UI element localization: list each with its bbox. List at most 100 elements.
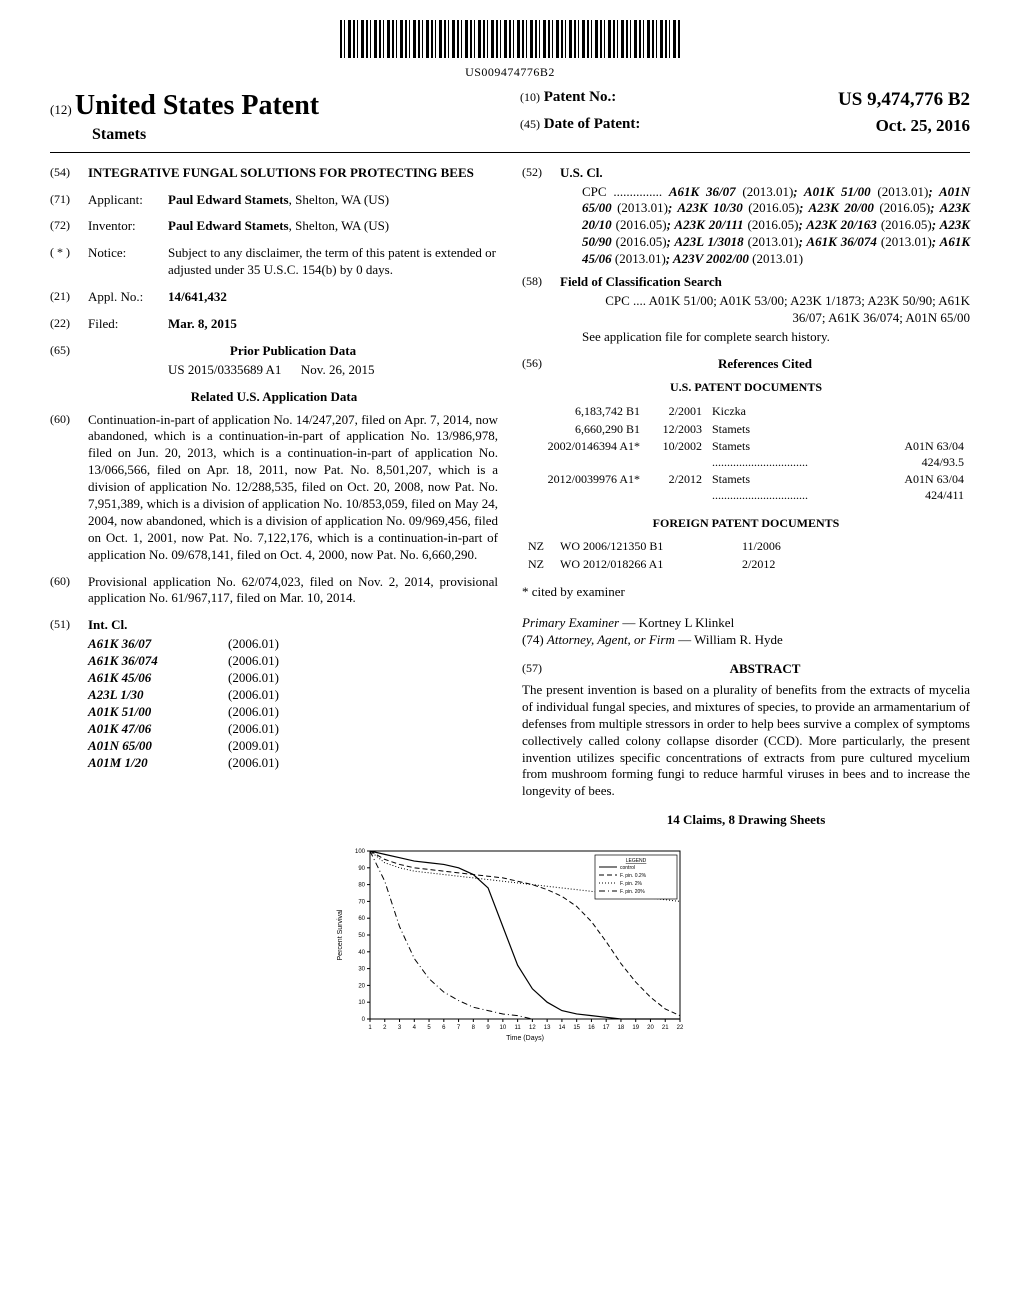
- abstract-text: The present invention is based on a plur…: [522, 682, 970, 800]
- foreign-docs-table: NZWO 2006/121350 B111/2006 NZWO 2012/0182…: [522, 537, 970, 574]
- svg-text:17: 17: [603, 1025, 610, 1031]
- svg-text:8: 8: [472, 1025, 476, 1031]
- header-left: (12) United States Patent Stamets: [50, 88, 500, 145]
- date-label: Date of Patent:: [544, 116, 641, 132]
- intcl-row: A01K 51/00(2006.01): [88, 704, 498, 721]
- svg-text:1: 1: [368, 1025, 372, 1031]
- uscl-code: (52): [522, 165, 560, 182]
- appl-value: 14/641,432: [168, 289, 498, 306]
- provisional-code: (60): [50, 574, 88, 608]
- inventor-value: Paul Edward Stamets, Shelton, WA (US): [168, 218, 498, 235]
- svg-text:90: 90: [358, 866, 365, 872]
- prior-pub-value: US 2015/0335689 A1 Nov. 26, 2015: [168, 362, 498, 379]
- intcl-code-value: A61K 45/06: [88, 670, 228, 687]
- svg-text:Time (Days): Time (Days): [506, 1035, 544, 1042]
- svg-text:80: 80: [358, 883, 365, 889]
- field-note: See application file for complete search…: [582, 329, 970, 346]
- refs-heading: References Cited: [560, 356, 970, 373]
- foreign-doc-row: NZWO 2006/121350 B111/2006: [524, 539, 968, 555]
- continuation-code: (60): [50, 412, 88, 564]
- intcl-year: (2006.01): [228, 687, 279, 704]
- related-heading: Related U.S. Application Data: [50, 389, 498, 406]
- title-field: (54) INTEGRATIVE FUNGAL SOLUTIONS FOR PR…: [50, 165, 498, 182]
- provisional-field: (60) Provisional application No. 62/074,…: [50, 574, 498, 608]
- patent-no-value: US 9,474,776 B2: [838, 88, 970, 113]
- svg-text:13: 13: [544, 1025, 551, 1031]
- prior-pub-code: (65): [50, 343, 88, 360]
- intcl-row: A23L 1/30(2006.01): [88, 687, 498, 704]
- us-doc-row: 6,183,742 B1 2/2001 Kiczka: [524, 404, 968, 420]
- main-columns: (54) INTEGRATIVE FUNGAL SOLUTIONS FOR PR…: [50, 165, 970, 829]
- field-search-label: Field of Classification Search: [560, 274, 970, 291]
- inventor-label: Inventor:: [88, 218, 168, 235]
- intcl-code-value: A23L 1/30: [88, 687, 228, 704]
- intcl-code-value: A01K 47/06: [88, 721, 228, 738]
- intcl-row: A61K 36/07(2006.01): [88, 636, 498, 653]
- attorney-value: William R. Hyde: [694, 632, 783, 647]
- intcl-row: A61K 45/06(2006.01): [88, 670, 498, 687]
- barcode-text: US009474776B2: [50, 65, 970, 81]
- intcl-code-value: A01M 1/20: [88, 755, 228, 772]
- refs-code: (56): [522, 356, 560, 373]
- examiner-label: Primary Examiner: [522, 615, 619, 630]
- abstract-code: (57): [522, 661, 560, 678]
- cited-note: * cited by examiner: [522, 584, 970, 601]
- intcl-code-value: A01K 51/00: [88, 704, 228, 721]
- intcl-code-value: A61K 36/074: [88, 653, 228, 670]
- intcl-code-value: A61K 36/07: [88, 636, 228, 653]
- continuation-text: Continuation-in-part of application No. …: [88, 412, 498, 564]
- applicant-code: (71): [50, 192, 88, 209]
- abstract-field: (57) ABSTRACT: [522, 661, 970, 678]
- us-doc-row: 2002/0146394 A1* 10/2002 Stamets A01N 63…: [524, 439, 968, 470]
- provisional-text: Provisional application No. 62/074,023, …: [88, 574, 498, 608]
- intcl-label: Int. Cl.: [88, 617, 498, 634]
- cpc-prefix: CPC ...............: [582, 184, 662, 199]
- svg-text:50: 50: [358, 933, 365, 939]
- cpc-text: CPC ............... A61K 36/07 (2013.01)…: [582, 184, 970, 268]
- svg-text:30: 30: [358, 967, 365, 973]
- svg-text:14: 14: [559, 1025, 566, 1031]
- date-value: Oct. 25, 2016: [876, 115, 970, 137]
- us-doc-row: 2012/0039976 A1* 2/2012 Stamets A01N 63/…: [524, 472, 968, 503]
- header-author: Stamets: [92, 125, 500, 146]
- intcl-row: A01M 1/20(2006.01): [88, 755, 498, 772]
- filed-label: Filed:: [88, 316, 168, 333]
- intcl-list: A61K 36/07(2006.01)A61K 36/074(2006.01)A…: [88, 636, 498, 771]
- notice-label: Notice:: [88, 245, 168, 279]
- svg-text:10: 10: [358, 1000, 365, 1006]
- svg-text:F. pin. 2%: F. pin. 2%: [620, 881, 643, 887]
- appl-field: (21) Appl. No.: 14/641,432: [50, 289, 498, 306]
- svg-text:0: 0: [362, 1017, 366, 1023]
- svg-text:18: 18: [618, 1025, 625, 1031]
- svg-text:2: 2: [383, 1025, 387, 1031]
- continuation-field: (60) Continuation-in-part of application…: [50, 412, 498, 564]
- header-title: United States Patent: [75, 90, 319, 121]
- appl-label: Appl. No.:: [88, 289, 168, 306]
- intcl-year: (2006.01): [228, 653, 279, 670]
- us-doc-row: 6,660,290 B1 12/2003 Stamets: [524, 422, 968, 438]
- field-search: (58) Field of Classification Search: [522, 274, 970, 291]
- svg-text:11: 11: [515, 1025, 522, 1031]
- svg-text:21: 21: [662, 1025, 669, 1031]
- intcl-code-value: A01N 65/00: [88, 738, 228, 755]
- uscl-label: U.S. Cl.: [560, 165, 970, 182]
- examiner-line: Primary Examiner — Kortney L Klinkel: [522, 615, 970, 632]
- svg-text:F. pin. 20%: F. pin. 20%: [620, 889, 645, 895]
- prior-pub-heading: Prior Publication Data: [88, 343, 498, 360]
- us-docs-table: 6,183,742 B1 2/2001 Kiczka 6,660,290 B1 …: [522, 402, 970, 506]
- notice-code: ( * ): [50, 245, 88, 279]
- intcl-year: (2006.01): [228, 704, 279, 721]
- uscl-field: (52) U.S. Cl.: [522, 165, 970, 182]
- svg-text:5: 5: [427, 1025, 431, 1031]
- appl-code: (21): [50, 289, 88, 306]
- applicant-field: (71) Applicant: Paul Edward Stamets, She…: [50, 192, 498, 209]
- header-right: (10) Patent No.: US 9,474,776 B2 (45) Da…: [500, 88, 970, 145]
- examiner-value: Kortney L Klinkel: [639, 615, 735, 630]
- patent-no-code: (10): [520, 90, 540, 104]
- patent-no-label: Patent No.:: [544, 89, 616, 105]
- svg-text:Percent Survival: Percent Survival: [337, 909, 344, 960]
- prior-pub-field: (65) Prior Publication Data: [50, 343, 498, 360]
- svg-text:19: 19: [632, 1025, 639, 1031]
- svg-text:F. pin. 0.2%: F. pin. 0.2%: [620, 873, 647, 879]
- foreign-doc-row: NZWO 2012/018266 A12/2012: [524, 557, 968, 573]
